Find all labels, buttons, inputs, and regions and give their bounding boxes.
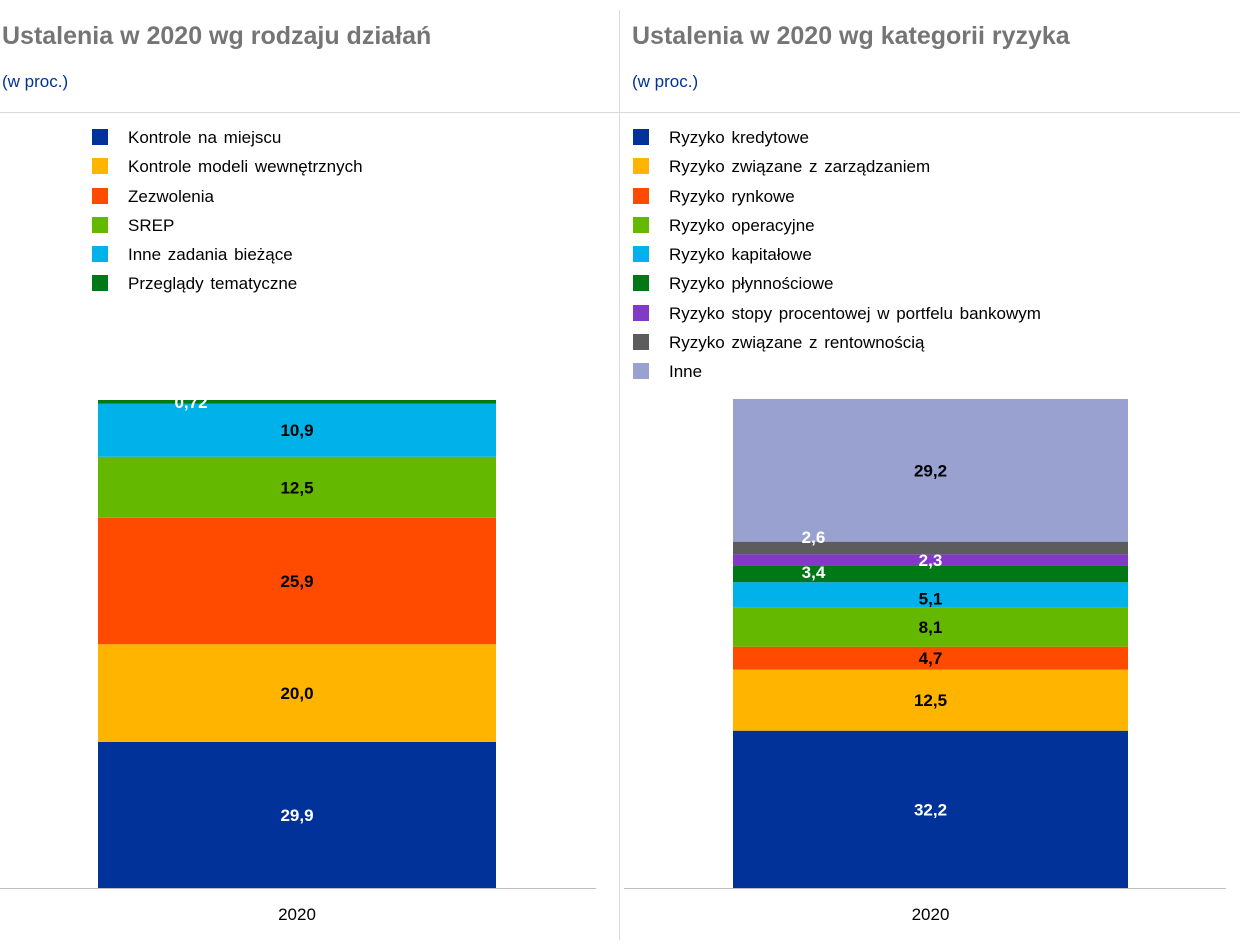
- legend-label: Ryzyko płynnościowe: [669, 274, 834, 294]
- legend-label: Kontrole na miejscu: [128, 128, 282, 147]
- data-label-kontrole-modeli-wewnetrznych: 20,0: [280, 684, 313, 703]
- legend-item-srep: SREP: [92, 216, 363, 245]
- chart-subtitle: (w proc.): [632, 72, 699, 91]
- bar-segment-ryzyko-operacyjne: [733, 607, 1128, 647]
- legend-label: Przeglądy tematyczne: [128, 274, 298, 294]
- bar-segment-ryzyko-zwiazane-z-zarzadzaniem: [733, 669, 1128, 731]
- legend-swatch: [92, 129, 108, 145]
- legend-swatch: [92, 246, 108, 263]
- data-label-ryzyko-zwiazane-z-rentownoscia: 2,6: [802, 528, 826, 547]
- x-tick-label: 2020: [912, 905, 950, 924]
- legend-swatch: [633, 334, 649, 351]
- legend-item-ryzyko-kredytowe: Ryzyko kredytowe: [633, 128, 1041, 157]
- chart-legend: Kontrole na miejscu Kontrole modeli wewnę…: [92, 128, 363, 304]
- data-label-kontrole-na-miejscu: 29,9: [280, 806, 313, 825]
- panel-divider: [619, 10, 620, 940]
- legend-item-ryzyko-zwiazane-z-rentownoscia: Ryzyko związane z rentownością: [633, 333, 1041, 362]
- legend-item-ryzyko-plynnosciowe: Ryzyko płynnościowe: [633, 274, 1041, 303]
- x-tick-label: 2020: [278, 905, 316, 924]
- legend-swatch: [633, 187, 649, 204]
- bar-segment-kontrole-na-miejscu: [98, 741, 496, 888]
- legend-label: Ryzyko stopy procentowej w portfelu bank…: [669, 303, 1041, 323]
- legend-item-ryzyko-zwiazane-z-zarzadzaniem: Ryzyko związane z zarządzaniem: [633, 157, 1041, 186]
- legend-swatch: [633, 246, 649, 263]
- data-label-ryzyko-plynnosciowe: 3,4: [802, 563, 826, 582]
- data-label-zezwolenia: 25,9: [280, 572, 313, 591]
- legend-item-ryzyko-operacyjne: Ryzyko operacyjne: [633, 216, 1041, 245]
- header-rule: [0, 112, 620, 113]
- legend-label: Ryzyko operacyjne: [669, 215, 815, 235]
- data-label-ryzyko-operacyjne: 8,1: [919, 618, 943, 637]
- legend-label: Ryzyko rynkowe: [669, 186, 795, 206]
- legend-item-przeglady-tematyczne: Przeglądy tematyczne: [92, 274, 363, 303]
- legend-label: Ryzyko kapitałowe: [669, 245, 812, 265]
- legend-item-kontrole-modeli-wewnetrznych: Kontrole modeli wewnętrznych: [92, 157, 363, 186]
- bar-segment-ryzyko-rynkowe: [733, 646, 1128, 670]
- legend-swatch: [92, 187, 108, 204]
- legend-item-ryzyko-rynkowe: Ryzyko rynkowe: [633, 187, 1041, 216]
- legend-item-inne: Inne: [633, 362, 1041, 391]
- header-rule: [620, 112, 1240, 113]
- bar-segment-ryzyko-plynnosciowe: [733, 565, 1128, 583]
- legend-label: Ryzyko związane z rentownością: [669, 333, 925, 353]
- legend-label: Inne: [669, 362, 703, 382]
- data-label-srep: 12,5: [280, 478, 313, 497]
- legend-item-kontrole-na-miejscu: Kontrole na miejscu: [92, 128, 363, 157]
- bar-segment-inne-zadania-biezace: [98, 403, 496, 457]
- legend-swatch: [633, 363, 649, 380]
- data-label-inne-zadania-biezace: 10,9: [280, 421, 313, 440]
- bar-segment-przeglady-tematyczne: [98, 400, 496, 404]
- legend-label: Ryzyko związane z zarządzaniem: [669, 157, 931, 177]
- legend-swatch: [92, 275, 108, 292]
- legend-item-ryzyko-stopy-procentowej-w-portfelu-bankowym: Ryzyko stopy procentowej w portfelu bank…: [633, 304, 1041, 333]
- legend-swatch: [92, 216, 108, 233]
- bar-segment-kontrole-modeli-wewnetrznych: [98, 644, 496, 742]
- chart-legend: Ryzyko kredytowe Ryzyko związane z zarząd…: [633, 128, 1041, 392]
- chart-panel-risk: Ustalenia w 2020 wg kategorii ryzyka (w …: [620, 0, 1240, 948]
- data-label-ryzyko-rynkowe: 4,7: [919, 649, 943, 668]
- legend-label: Kontrole modeli wewnętrznych: [128, 157, 363, 177]
- legend-swatch: [92, 158, 108, 175]
- legend-swatch: [633, 275, 649, 292]
- data-label-ryzyko-stopy-procentowej-w-portfelu-bankowym: 2,3: [919, 551, 943, 570]
- chart-panel-activity: Ustalenia w 2020 wg rodzaju działań (w p…: [0, 22, 620, 924]
- legend-label: Inne zadania bieżące: [128, 245, 293, 265]
- legend-swatch: [633, 304, 649, 321]
- chart-title: Ustalenia w 2020 wg rodzaju działań: [2, 22, 432, 50]
- stacked-bar-chart: 29,9 20,0 25,9 12,5 10,9 0,72 2020: [0, 393, 596, 924]
- legend-label: SREP: [128, 215, 175, 235]
- bar-segment-ryzyko-kapitalowe: [733, 582, 1128, 608]
- legend-label: Zezwolenia: [128, 186, 214, 206]
- bar-segment-zezwolenia: [98, 517, 496, 645]
- bar-segment-ryzyko-stopy-procentowej-w-portfelu-bankowym: [733, 554, 1128, 566]
- legend-swatch: [633, 158, 649, 175]
- data-label-ryzyko-kapitalowe: 5,1: [919, 590, 943, 609]
- legend-item-zezwolenia: Zezwolenia: [92, 187, 363, 216]
- data-label-przeglady-tematyczne: 0,72: [174, 393, 207, 412]
- legend-label: Ryzyko kredytowe: [669, 128, 809, 147]
- stacked-bar-chart: 32,2 12,5 4,7 8,1 5,1 3,4 2,3 2,6 29,2 2020: [624, 399, 1226, 924]
- data-label-ryzyko-zwiazane-z-zarzadzaniem: 12,5: [914, 691, 947, 710]
- chart-subtitle: (w proc.): [2, 72, 69, 91]
- legend-swatch: [633, 129, 649, 145]
- bar-segment-ryzyko-zwiazane-z-rentownoscia: [733, 541, 1128, 555]
- bar-segment-srep: [98, 456, 496, 518]
- legend-item-ryzyko-kapitalowe: Ryzyko kapitałowe: [633, 245, 1041, 274]
- data-label-ryzyko-kredytowe: 32,2: [914, 800, 947, 819]
- chart-title: Ustalenia w 2020 wg kategorii ryzyka: [632, 22, 1070, 50]
- bar-segment-ryzyko-kredytowe: [733, 730, 1128, 888]
- bar-segment-inne: [733, 399, 1128, 542]
- legend-swatch: [633, 216, 649, 233]
- data-label-inne: 29,2: [914, 461, 947, 480]
- legend-item-inne-zadania-biezace: Inne zadania bieżące: [92, 245, 363, 274]
